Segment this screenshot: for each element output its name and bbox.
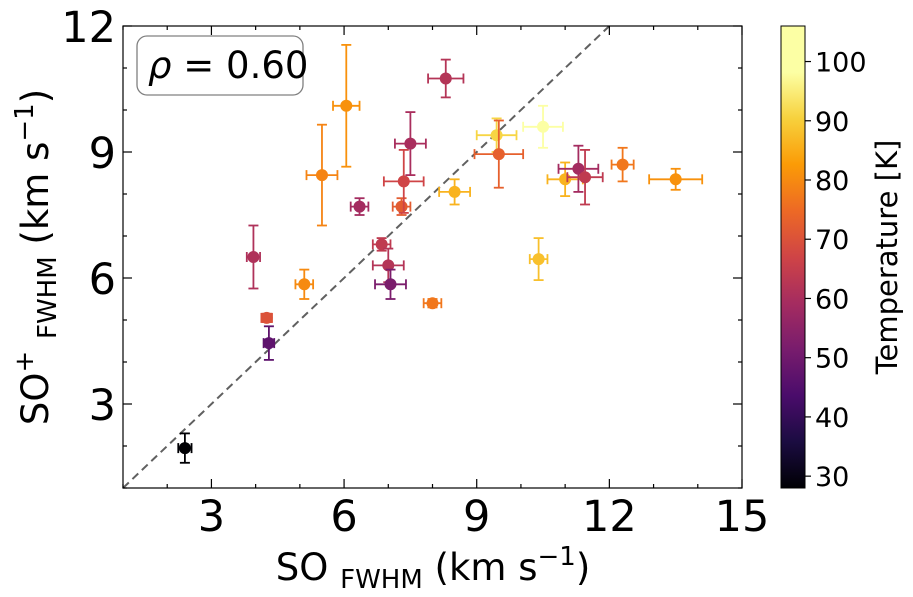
data-point [422, 297, 443, 310]
data-point [382, 148, 425, 214]
data-point [245, 224, 261, 290]
data-point [262, 325, 276, 361]
data-point [374, 268, 407, 300]
data-point-marker [579, 171, 592, 184]
plot-area [123, 26, 742, 488]
x-tick-label: 6 [330, 492, 357, 542]
data-point [394, 111, 427, 177]
data-point [427, 58, 465, 99]
colorbar-tick-label: 90 [815, 107, 849, 138]
data-point-marker [397, 175, 410, 188]
x-tick-label: 12 [582, 492, 637, 542]
x-tick-label: 9 [463, 492, 490, 542]
colorbar-label: Temperature [K] [870, 140, 904, 376]
y-tick-label: 9 [89, 129, 116, 179]
x-axis-label: SO FWHM (km s−1) [276, 542, 591, 597]
colorbar-ticks: 30 40 50 60 70 80 90 100 [805, 48, 867, 493]
data-point-marker [353, 200, 366, 213]
data-point-marker [426, 297, 439, 310]
data-point [557, 144, 600, 193]
data-point [349, 197, 370, 216]
data-point-marker [490, 129, 503, 142]
data-point-marker [572, 162, 585, 175]
data-point [648, 167, 704, 191]
data-point [305, 123, 339, 227]
data-point [566, 148, 604, 206]
y-label-sub: FWHM [33, 256, 63, 339]
x-label-unit-pre: (km s [435, 546, 538, 589]
data-point [294, 268, 315, 300]
x-label-unit-sup: −1 [537, 542, 575, 572]
data-point [332, 44, 361, 168]
data-point [260, 311, 273, 324]
x-tick-label: 15 [715, 492, 770, 542]
svg-text:ρ = 0.60: ρ = 0.60 [148, 44, 308, 87]
x-label-unit-post: ) [576, 546, 590, 589]
colorbar-tick-label: 40 [815, 403, 849, 434]
y-tick-label: 6 [89, 255, 116, 305]
x-label-sub: FWHM [340, 565, 423, 595]
colorbar-tick-label: 50 [815, 344, 849, 375]
data-point [371, 237, 392, 252]
colorbar-tick-label: 70 [815, 225, 849, 256]
data-point-marker [492, 148, 505, 161]
data-point-marker [448, 185, 461, 198]
y-tick-label: 12 [61, 3, 116, 53]
y-label-unit-pre: (km s [14, 142, 57, 245]
data-point [177, 432, 193, 464]
correlation-annotation: ρ = 0.60 [136, 35, 308, 96]
data-point-marker [669, 173, 682, 186]
data-point-marker [532, 253, 545, 266]
colorbar: 30 40 50 60 70 80 90 100 Temperature [K] [780, 25, 904, 493]
data-point-marker [247, 251, 260, 263]
one-to-one-reference-line [123, 26, 611, 488]
colorbar-tick-label: 100 [815, 48, 867, 79]
colorbar-gradient [780, 25, 806, 489]
data-point-marker [340, 99, 353, 112]
colorbar-tick-label: 80 [815, 166, 849, 197]
data-point-marker [260, 311, 273, 324]
y-label-unit-post: ) [14, 89, 57, 103]
y-label-unit-sup: −1 [10, 103, 40, 141]
colorbar-tick-label: 60 [815, 284, 849, 315]
x-label-main: SO [276, 546, 329, 589]
data-point-marker [384, 278, 397, 291]
data-point-marker [404, 137, 417, 150]
data-points [177, 44, 704, 464]
rho-symbol: ρ [148, 44, 172, 87]
data-point [610, 146, 635, 183]
data-point [522, 104, 564, 149]
colorbar-tick-label: 30 [815, 462, 849, 493]
data-point-marker [616, 158, 629, 171]
data-point [528, 237, 549, 282]
rho-value: 0.60 [226, 44, 308, 87]
data-point [438, 178, 471, 206]
data-point-marker [298, 278, 311, 291]
data-point-marker [382, 259, 395, 272]
y-label-main: SO [14, 373, 57, 426]
data-point-marker [439, 72, 452, 85]
rho-equals: = [172, 44, 227, 87]
x-tick-label: 3 [198, 492, 225, 542]
y-tick-label: 3 [89, 381, 116, 431]
y-axis-label: SO+ FWHM (km s−1) [0, 89, 65, 425]
data-point-marker [315, 169, 328, 182]
data-point-marker [262, 337, 275, 350]
data-point-marker [537, 120, 550, 133]
data-point-marker [395, 200, 408, 213]
data-point-marker [559, 173, 572, 186]
y-label-sup: + [10, 351, 40, 373]
data-point-marker [178, 442, 191, 455]
data-point-marker [375, 238, 388, 251]
axis-ticks: 3 6 9 12 15 3 6 9 12 [61, 3, 769, 542]
data-point [473, 119, 525, 189]
